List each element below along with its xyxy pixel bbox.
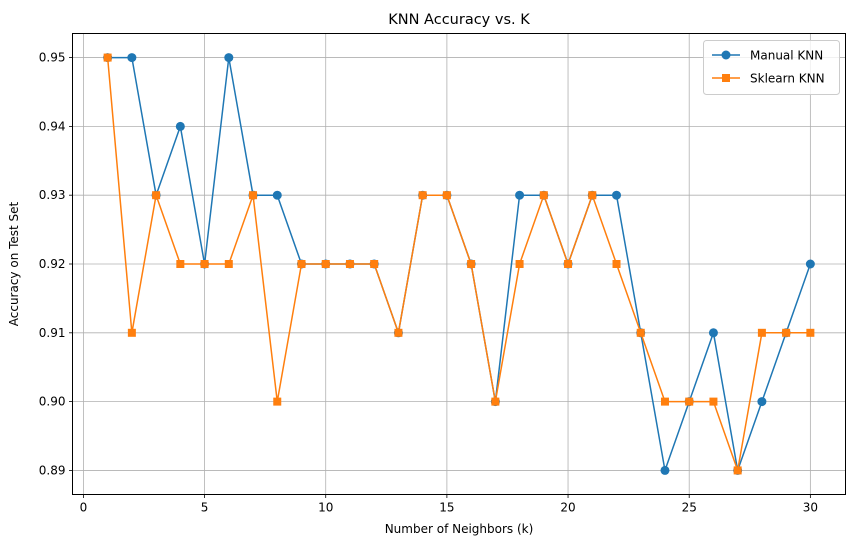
series-sklearn bbox=[103, 53, 815, 475]
data-point-sklearn bbox=[200, 260, 209, 268]
data-point-sklearn bbox=[636, 328, 645, 337]
legend-marker-sklearn bbox=[722, 74, 730, 82]
x-tick-label: 25 bbox=[682, 501, 697, 515]
y-tick-label: 0.94 bbox=[39, 119, 66, 133]
x-tick-label: 30 bbox=[803, 501, 818, 515]
data-point-manual bbox=[515, 190, 525, 200]
data-point-sklearn bbox=[757, 328, 766, 337]
ticks: 0 5 10 15 20 25 30 0.89 0.90 0.91 0.92 0.93 0.94 0.95 bbox=[39, 51, 818, 515]
series-layer bbox=[103, 53, 815, 475]
data-point-sklearn bbox=[321, 260, 330, 268]
data-point-sklearn bbox=[152, 191, 161, 200]
data-point-manual bbox=[224, 53, 234, 63]
data-point-sklearn bbox=[297, 260, 306, 268]
data-point-sklearn bbox=[588, 191, 597, 200]
y-tick-label: 0.92 bbox=[39, 257, 66, 271]
legend-label-manual: Manual KNN bbox=[750, 49, 823, 63]
x-tick-label: 10 bbox=[318, 501, 333, 515]
legend-label-sklearn: Sklearn KNN bbox=[750, 72, 825, 86]
series-line-sklearn bbox=[106, 57, 811, 472]
data-point-sklearn bbox=[491, 397, 500, 406]
x-tick-label: 0 bbox=[80, 501, 88, 515]
data-point-sklearn bbox=[806, 328, 815, 337]
data-point-sklearn bbox=[418, 191, 427, 200]
data-point-sklearn bbox=[612, 260, 621, 268]
data-point-sklearn bbox=[685, 397, 694, 406]
data-point-sklearn bbox=[564, 260, 573, 268]
data-point-manual bbox=[175, 121, 185, 131]
data-point-sklearn bbox=[103, 53, 112, 62]
data-point-sklearn bbox=[442, 191, 451, 200]
data-point-manual bbox=[272, 190, 282, 200]
y-tick-label: 0.89 bbox=[39, 463, 66, 477]
data-point-manual bbox=[805, 259, 815, 269]
data-point-sklearn bbox=[515, 260, 524, 268]
chart-title: KNN Accuracy vs. K bbox=[388, 12, 530, 28]
y-tick-label: 0.90 bbox=[39, 395, 66, 409]
data-point-sklearn bbox=[733, 466, 742, 475]
y-tick-label: 0.91 bbox=[39, 326, 66, 340]
data-point-sklearn bbox=[660, 397, 669, 406]
data-point-manual bbox=[708, 328, 718, 338]
data-point-sklearn bbox=[224, 260, 233, 268]
data-point-sklearn bbox=[273, 397, 282, 406]
x-tick-label: 20 bbox=[560, 501, 575, 515]
y-axis-label: Accuracy on Test Set bbox=[7, 201, 21, 326]
data-point-sklearn bbox=[394, 328, 403, 337]
data-point-sklearn bbox=[782, 328, 791, 337]
y-tick-label: 0.95 bbox=[39, 51, 66, 65]
data-point-sklearn bbox=[467, 260, 476, 268]
data-point-sklearn bbox=[249, 191, 258, 200]
data-point-sklearn bbox=[539, 191, 548, 200]
data-point-sklearn bbox=[370, 260, 379, 268]
x-tick-label: 15 bbox=[439, 501, 454, 515]
y-tick-label: 0.93 bbox=[39, 188, 66, 202]
data-point-sklearn bbox=[709, 397, 718, 406]
data-point-manual bbox=[612, 190, 622, 200]
data-point-manual bbox=[757, 397, 767, 407]
data-point-manual bbox=[127, 53, 137, 63]
x-axis-label: Number of Neighbors (k) bbox=[385, 522, 534, 536]
legend: Manual KNN Sklearn KNN bbox=[703, 40, 840, 95]
data-point-manual bbox=[660, 465, 670, 475]
legend-box bbox=[703, 40, 840, 95]
data-point-sklearn bbox=[345, 260, 354, 268]
x-tick-label: 5 bbox=[201, 501, 209, 515]
legend-marker-manual bbox=[721, 50, 731, 60]
data-point-sklearn bbox=[176, 260, 185, 268]
data-point-sklearn bbox=[127, 328, 136, 337]
